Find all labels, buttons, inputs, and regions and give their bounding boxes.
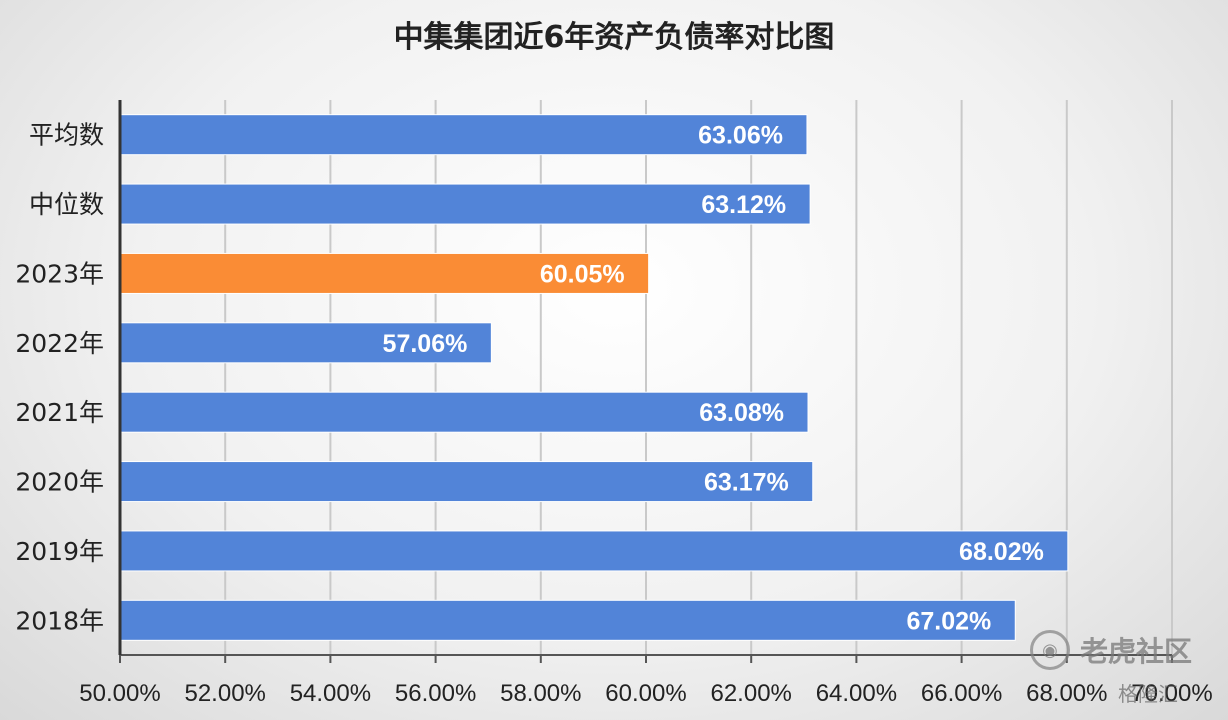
- y-tick-label: 2022年: [15, 329, 104, 358]
- source-mark: 格隆汇: [1118, 682, 1178, 706]
- watermark: ◉ 老虎社区: [1030, 630, 1192, 670]
- bar-value-label: 68.02%: [959, 538, 1044, 566]
- x-tick-label: 58.00%: [500, 680, 581, 707]
- watermark-text: 老虎社区: [1080, 635, 1193, 668]
- x-tick-label: 60.00%: [605, 680, 686, 707]
- tiger-coin-icon: ◉: [1030, 630, 1070, 670]
- y-tick-label: 2019年: [15, 537, 104, 566]
- x-tick-label: 66.00%: [921, 680, 1002, 707]
- y-tick-label: 2023年: [15, 259, 104, 288]
- chart-title: 中集集团近6年资产负债率对比图: [393, 20, 835, 55]
- y-tick-label: 中位数: [29, 190, 104, 219]
- x-tick-label: 62.00%: [710, 680, 791, 707]
- bar-value-label: 63.08%: [699, 399, 784, 427]
- bar-value-label: 63.06%: [698, 122, 783, 150]
- x-tick-label: 52.00%: [184, 680, 265, 707]
- bar: [119, 252, 650, 294]
- bar-value-label: 63.17%: [704, 469, 789, 497]
- x-tick-label: 56.00%: [395, 680, 476, 707]
- y-tick-label: 2020年: [15, 468, 104, 497]
- x-tick-label: 68.00%: [1026, 680, 1107, 707]
- bar: [119, 114, 808, 156]
- value-labels: 63.06% 63.12% 60.05% 57.06% 63.08% 63.17% 68.0…: [383, 122, 1044, 636]
- x-tick-label: 64.00%: [816, 680, 897, 707]
- bar-value-label: 60.05%: [540, 260, 625, 288]
- x-tick-label: 54.00%: [290, 680, 371, 707]
- bar: [119, 599, 1016, 641]
- bar: [119, 183, 811, 225]
- bar: [119, 322, 492, 364]
- y-tick-label: 2018年: [15, 606, 104, 635]
- bars: [119, 114, 1069, 641]
- x-axis-labels: 50.00% 52.00% 54.00% 56.00% 58.00% 60.00% 62.0…: [79, 680, 1212, 707]
- y-tick-label: 平均数: [29, 121, 104, 150]
- bar-value-label: 57.06%: [383, 330, 468, 358]
- bar: [119, 391, 809, 433]
- bar-value-label: 63.12%: [701, 191, 786, 219]
- bar: [119, 461, 814, 503]
- x-tick-label: 50.00%: [79, 680, 160, 707]
- x-tick-label: 70.00%: [1131, 680, 1212, 707]
- bar: [119, 530, 1069, 572]
- y-tick-label: 2021年: [15, 398, 104, 427]
- bar-value-label: 67.02%: [906, 607, 991, 635]
